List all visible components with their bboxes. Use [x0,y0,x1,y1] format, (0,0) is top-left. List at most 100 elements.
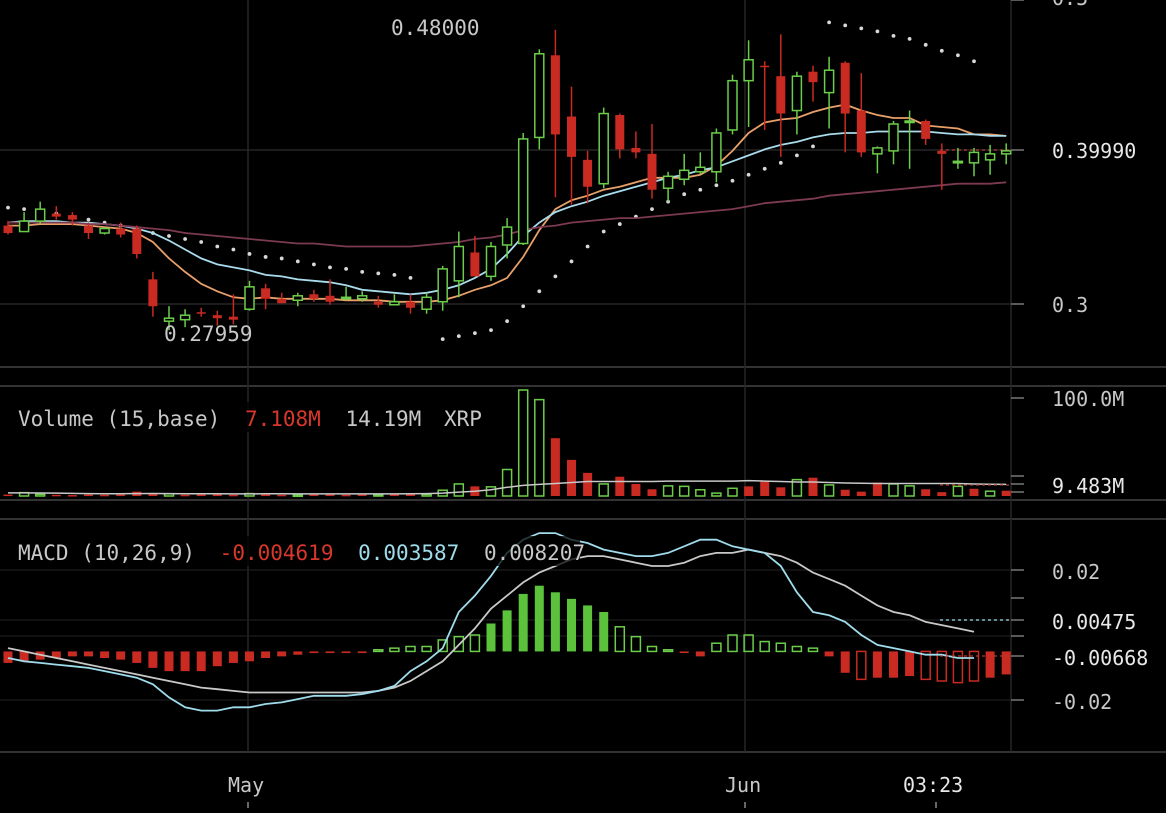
candle-body-up [1000,150,1012,155]
candle-body-down [277,298,287,304]
candle-body-down [470,252,480,277]
macd-bar-positive [807,647,819,653]
macd-bar-negative [985,651,995,678]
candle-body-up [678,169,690,181]
candle-body-up [292,295,304,302]
volume-tick-top: 100.0M [1052,387,1124,411]
x-label-may: May [228,773,264,797]
sar-dot [601,229,606,234]
volume-bar-down [389,494,399,497]
macd-bar-negative [293,651,303,655]
sar-dot [762,166,767,171]
candle-body-down [840,62,850,114]
volume-bar-down [937,492,947,496]
sar-dot [521,304,526,309]
macd-bar-positive [373,649,384,653]
sar-dot [22,207,26,212]
macd-bar-negative [245,651,254,662]
macd-bar-positive [662,649,674,653]
candle-body-up [163,317,175,322]
macd-bar-positive [486,623,496,652]
candle-body-up [244,286,255,310]
volume-bar-down [921,489,931,496]
volume-bar-up [292,494,304,498]
volume-bar-down [325,494,335,497]
volume-bar-down [84,494,93,497]
candle-body-up [453,245,465,282]
volume-bar-down [309,494,319,497]
macd-bar-negative [1001,651,1011,675]
volume-bar-up [727,487,738,497]
sar-dot [553,274,558,279]
price-tick-low: 0.3 [1052,293,1088,317]
macd-bar-negative [164,651,174,672]
volume-bar-up [453,483,465,497]
sar-dot [682,192,687,197]
sar-dot [279,256,284,261]
macd-bar-positive [759,640,770,653]
sar-dot [778,160,783,165]
macd-bar-negative [51,651,61,658]
macd-bar-negative [952,650,964,684]
volume-bars [3,389,1011,498]
sar-dot [811,144,815,149]
volume-bar-down [228,494,238,497]
macd-bar-positive [421,645,432,653]
candle-body-up [888,123,899,152]
moving-average-line-1 [7,130,1007,296]
volume-bar-up [501,468,513,497]
candle-body-down [51,213,61,217]
volume-bar-up [823,484,835,497]
macd-bar-negative [695,651,705,657]
candle-body-down [132,228,142,254]
macd-bar-negative [19,651,29,662]
macd-bar-positive [550,592,560,652]
volume-bar-up [485,486,497,497]
volume-bar-down [744,486,754,496]
macd-bar-positive [518,593,528,652]
macd-bar-negative [920,650,931,681]
candle-body-up [695,166,706,173]
macd-bar-positive [437,639,448,653]
candle-body-down [567,116,576,157]
volume-bar-up [791,478,803,497]
volume-bar-down [631,483,641,496]
volume-bar-up [952,485,964,497]
sar-dot [843,23,848,28]
volume-last-value: 7.108M [245,407,321,431]
volume-bar-down [840,489,850,496]
sar-dot [939,48,944,53]
sar-dot [199,240,204,244]
volume-bar-up [34,493,46,497]
x-label-jun: Jun [725,773,761,797]
candle-body-up [904,120,915,124]
volume-bar-down [406,494,415,496]
sar-dot [456,334,461,339]
macd-bar-positive [502,610,512,652]
moving-average-lines [7,103,1007,303]
sar-dot [569,259,574,264]
candle-body-down [406,301,415,308]
macd-bar-positive [614,626,626,653]
volume-bar-up [421,493,432,497]
sar-dot [730,178,735,183]
macd-bar-negative [679,651,689,654]
sar-dot [698,187,703,192]
macd-bar-negative [67,651,77,657]
volume-bar-down [1001,490,1011,496]
macd-line-value: 0.003587 [358,541,459,565]
candle-body-down [116,228,126,235]
candle-body-down [3,225,13,234]
candle-body-up [34,208,46,222]
macd-bar-negative [84,651,93,657]
macd-bar-negative [936,650,948,682]
candle-body-up [743,59,754,82]
macd-bar-negative [872,651,882,678]
sar-dot [312,262,316,267]
candle-body-up [179,314,191,321]
sar-dot [167,234,171,238]
sar-dot [440,337,445,342]
candle-body-down [937,150,947,154]
candle-body-down [84,225,93,234]
